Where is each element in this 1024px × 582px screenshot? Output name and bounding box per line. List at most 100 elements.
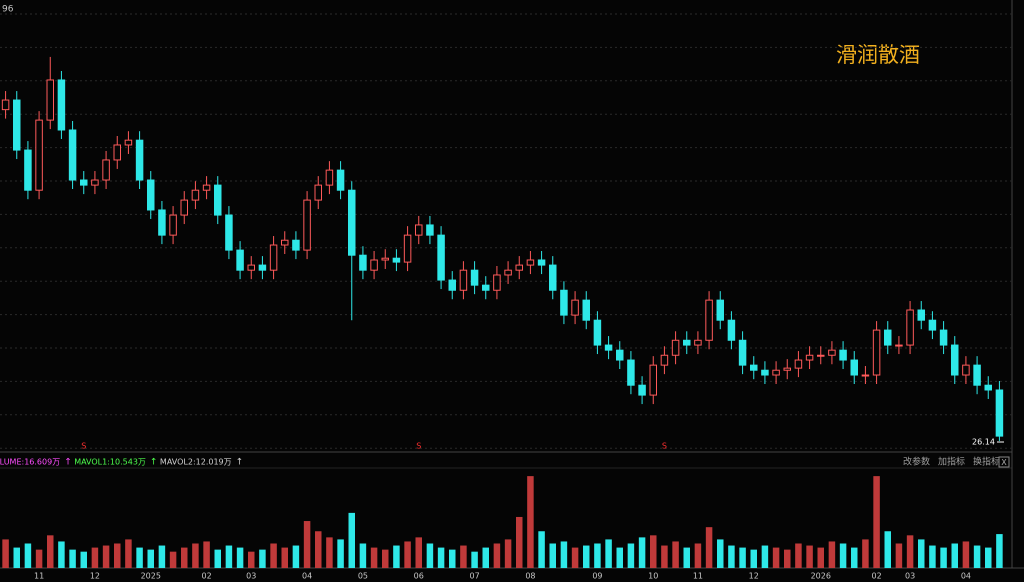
candle-body [113, 144, 121, 161]
volume-bar [493, 543, 501, 568]
candle-body [750, 364, 758, 371]
candle-body [928, 319, 937, 331]
volume-bar [292, 545, 300, 568]
indicator-button[interactable]: 换指标 [973, 456, 1000, 468]
signal-marker: S [662, 442, 667, 451]
candle-body [917, 309, 925, 321]
low-marker: 26.14 [972, 438, 995, 447]
volume-legend: MAVOL1:10.543万 [74, 458, 146, 467]
candle-body [895, 344, 903, 347]
candle-body [147, 179, 155, 211]
candle-body [336, 169, 345, 191]
candle-body [325, 169, 334, 186]
volume-bar [772, 547, 780, 568]
close-button[interactable]: X [1001, 458, 1007, 467]
volume-bar [839, 543, 847, 568]
volume-bar [415, 537, 422, 568]
signal-marker: S [416, 442, 421, 451]
volume-bar [348, 512, 355, 568]
volume-bar [382, 549, 389, 568]
volume-bar [2, 539, 9, 568]
candle-body [437, 234, 445, 281]
candle-body [560, 289, 568, 316]
candle-body [571, 299, 579, 316]
volume-bar [962, 541, 970, 568]
volume-bar [24, 543, 32, 568]
candle-body [593, 319, 602, 346]
candle-body [884, 329, 892, 346]
volume-bar [761, 545, 769, 568]
candle-body [671, 339, 680, 356]
candle-body [962, 364, 970, 376]
volume-bar [393, 545, 400, 568]
x-tick-label: 10 [648, 572, 658, 581]
volume-bar [560, 541, 568, 568]
indicator-button[interactable]: 改参数 [903, 456, 930, 468]
volume-bar [192, 543, 199, 568]
volume-bar [985, 547, 992, 568]
close-box[interactable] [998, 456, 1010, 468]
indicator-button[interactable]: 加指标 [938, 456, 965, 468]
volume-bar [672, 541, 679, 568]
volume-bar [214, 549, 221, 568]
volume-bar [471, 551, 478, 568]
candle-body [348, 189, 356, 256]
candle-body [24, 149, 32, 191]
candle-body [973, 364, 981, 386]
candle-body [124, 139, 133, 146]
candle-body [515, 264, 523, 271]
candle-body [292, 239, 300, 251]
volume-bar [605, 539, 612, 568]
volume-bar [270, 543, 277, 568]
candle-body [906, 309, 914, 346]
volume-bar [906, 535, 914, 568]
volume-bar [929, 545, 936, 568]
x-tick-label: 09 [592, 572, 602, 581]
chart-title: 滑润散酒 [836, 43, 920, 67]
candle-body [805, 354, 814, 361]
x-tick-label: 03 [246, 572, 256, 581]
candle-body [359, 254, 367, 271]
candle-body [269, 244, 278, 271]
volume-bar [181, 547, 188, 568]
candle-body [995, 389, 1004, 437]
volume-bar [571, 547, 579, 568]
volume-bar [437, 547, 445, 568]
candle-body [392, 257, 401, 263]
volume-bar [58, 541, 65, 568]
legend-arrow: ↑ [64, 458, 72, 468]
candle-body [604, 344, 613, 351]
candle-body [135, 139, 144, 181]
volume-bar [91, 547, 99, 568]
volume-bar [370, 547, 378, 568]
candle-body [80, 179, 88, 186]
candle-body [783, 367, 791, 371]
x-tick-label: 04 [302, 572, 312, 581]
candle-body [794, 359, 803, 369]
candle-body [214, 184, 222, 216]
volume-bar [616, 547, 623, 568]
x-tick-label: 03 [905, 572, 915, 581]
candle-body [683, 339, 691, 346]
x-tick-label: 07 [469, 572, 479, 581]
volume-bar [806, 545, 813, 568]
volume-bar [449, 549, 456, 568]
volume-bar [236, 547, 244, 568]
candle-body [191, 189, 200, 201]
volume-bar [303, 521, 311, 568]
volume-bar [750, 549, 757, 568]
legend-arrow: ↑ [236, 458, 244, 468]
volume-bar [549, 543, 556, 568]
volume-bar [516, 516, 523, 568]
volume-bar [996, 534, 1003, 568]
x-tick-label: 02 [201, 572, 211, 581]
candle-body [984, 384, 992, 391]
candle-body [660, 354, 669, 366]
candle-body [761, 369, 769, 376]
top-label: 96 [2, 5, 14, 15]
candle-body [470, 269, 479, 286]
volume-bar [940, 547, 947, 568]
volume-bar [248, 551, 255, 568]
candle-body [627, 359, 635, 386]
